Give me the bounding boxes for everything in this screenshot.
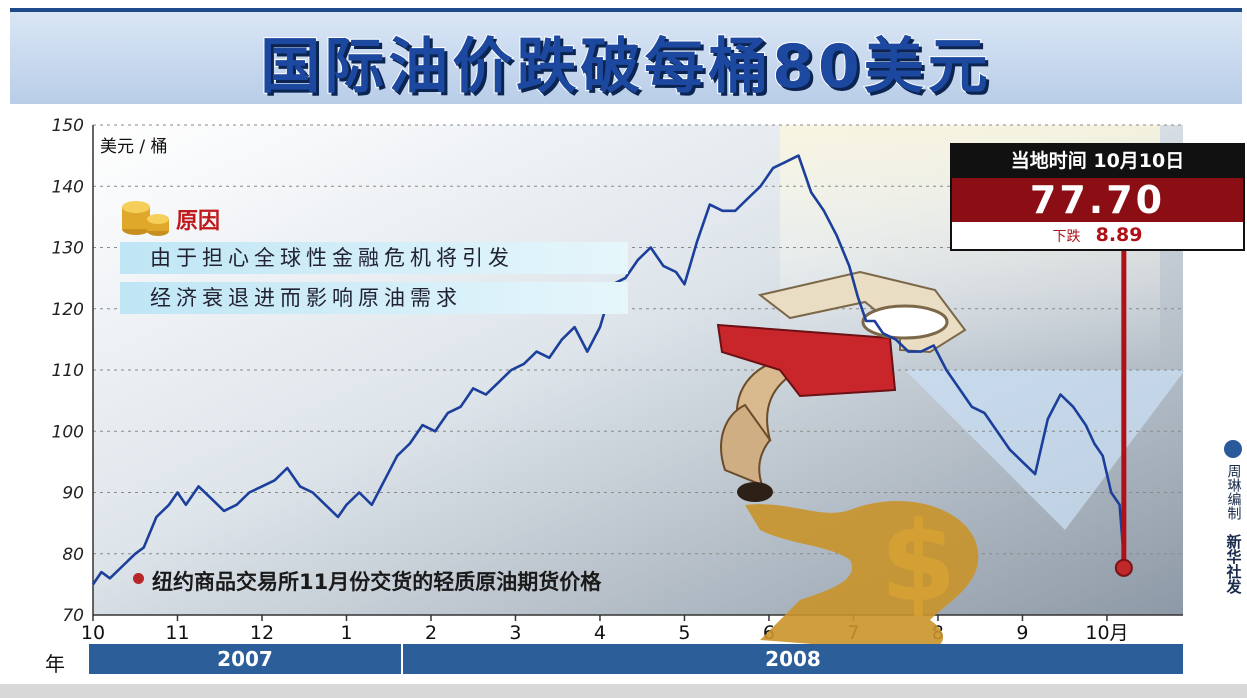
reason-heading: 原因 xyxy=(176,209,221,234)
x-tick-label: 10月 xyxy=(1085,622,1128,644)
price-change-label: 下跌 xyxy=(1052,229,1081,245)
price-value: 77.70 xyxy=(952,178,1243,222)
title-banner: 国际油价跌破每桶80美元 xyxy=(10,8,1242,104)
series-note: 纽约商品交易所11月份交货的轻质原油期货价格 xyxy=(130,566,601,596)
x-tick-label: 9 xyxy=(1016,622,1028,644)
year-bar: 年 2007 2008 xyxy=(45,644,1185,676)
x-tick-label: 2 xyxy=(425,622,437,644)
credit-author: 周琳编制 xyxy=(1225,464,1242,520)
coin-stack-icon xyxy=(122,201,169,236)
fuel-nozzle-illustration: $ xyxy=(716,270,979,653)
y-tick-label: 100 xyxy=(52,422,84,442)
price-date: 当地时间 10月10日 xyxy=(952,145,1243,178)
credit-agency: 新华社发 xyxy=(1224,534,1243,594)
y-tick-label: 120 xyxy=(52,300,84,320)
y-tick-label: 130 xyxy=(52,239,84,259)
series-note-text: 纽约商品交易所11月份交货的轻质原油期货价格 xyxy=(152,570,602,594)
bottom-strip xyxy=(0,684,1247,698)
x-tick-label: 4 xyxy=(594,622,606,644)
price-callout-box: 当地时间 10月10日 77.70 下跌 8.89 xyxy=(950,143,1245,251)
x-tick-label: 5 xyxy=(678,622,690,644)
y-axis-unit-label: 美元 / 桶 xyxy=(100,137,168,157)
y-tick-label: 90 xyxy=(62,484,84,504)
x-axis: 10111212345678910月 xyxy=(81,614,1183,644)
price-change-value: 8.89 xyxy=(1095,224,1143,246)
y-tick-label: 80 xyxy=(62,545,84,565)
x-tick-label: 10 xyxy=(81,622,105,644)
credit: 周琳编制 新华社发 xyxy=(1222,440,1244,594)
reason-line-1: 由于担心全球性金融危机将引发 xyxy=(120,242,628,274)
year-2008: 2008 xyxy=(403,644,1183,674)
final-price-point xyxy=(1114,558,1133,577)
y-tick-label: 150 xyxy=(52,116,84,136)
price-line xyxy=(91,154,1126,586)
y-tick-label: 140 xyxy=(52,177,84,197)
year-2007: 2007 xyxy=(89,644,401,674)
x-tick-label: 11 xyxy=(165,622,189,644)
series-marker-icon xyxy=(133,573,144,584)
agency-logo-icon xyxy=(1224,440,1242,458)
y-tick-label: 70 xyxy=(62,606,84,626)
x-tick-label: 3 xyxy=(509,622,521,644)
year-label: 年 xyxy=(45,652,65,676)
chart-title: 国际油价跌破每桶80美元 xyxy=(259,31,992,103)
x-tick-label: 1 xyxy=(340,622,352,644)
y-tick-label: 110 xyxy=(52,361,84,381)
y-axis: 70 80 90 100 110 120 130 140 150 xyxy=(52,116,94,626)
svg-text:$: $ xyxy=(880,498,957,626)
down-arrow-shape xyxy=(905,370,1185,530)
x-tick-label: 12 xyxy=(250,622,274,644)
reason-line-2: 经济衰退进而影响原油需求 xyxy=(120,282,628,314)
price-change: 下跌 8.89 xyxy=(952,222,1243,249)
